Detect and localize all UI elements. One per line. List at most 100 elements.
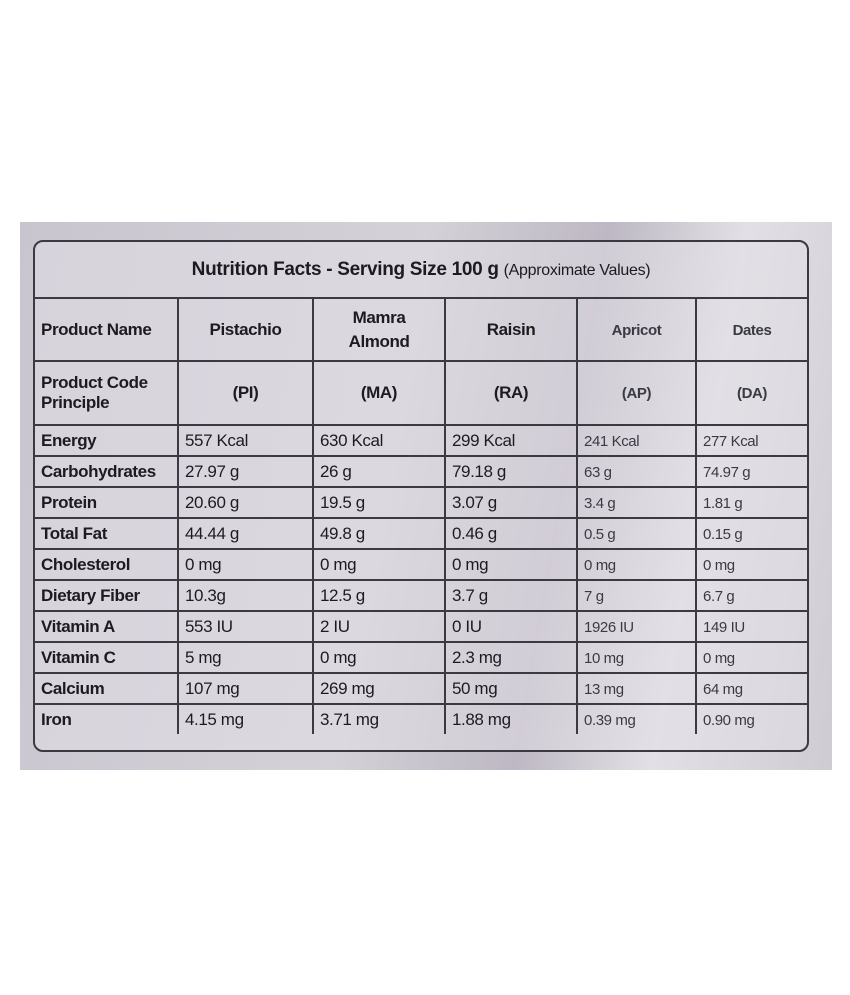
title: Nutrition Facts - Serving Size 100 g <box>191 259 499 280</box>
nutrition-card: Nutrition Facts - Serving Size 100 g (Ap… <box>33 240 809 752</box>
cell-text: 0 mg <box>185 554 222 574</box>
title-note: (Approximate Values) <box>503 262 651 279</box>
cell: 0.39 mg <box>576 703 697 734</box>
cell: 79.18 g <box>444 455 578 488</box>
cell-text: 0.46 g <box>452 523 497 543</box>
table-row: Protein 20.60 g 19.5 g 3.07 g 3.4 g 1.81 g <box>35 486 807 519</box>
cell-text: Cholesterol <box>41 554 131 574</box>
cell: 1.88 mg <box>444 703 578 734</box>
cell: 0.15 g <box>695 517 807 550</box>
cell: 3.71 mg <box>312 703 446 734</box>
title-row: Nutrition Facts - Serving Size 100 g (Ap… <box>35 242 807 299</box>
row-label: Protein <box>35 486 179 519</box>
cell: (DA) <box>695 360 807 426</box>
table-row: Total Fat 44.44 g 49.8 g 0.46 g 0.5 g 0.15 g <box>35 517 807 550</box>
cell-text: Vitamin C <box>41 647 116 667</box>
cell-text: 1.81 g <box>703 494 743 512</box>
cell-text: Calcium <box>41 678 105 698</box>
cell: 13 mg <box>576 672 697 705</box>
cell-text: (AP) <box>621 385 652 402</box>
cell: Raisin <box>444 299 578 362</box>
cell-text: Pistachio <box>209 319 282 339</box>
cell: 6.7 g <box>695 579 807 612</box>
cell: 553 IU <box>177 610 314 643</box>
cell-text: 63 g <box>584 463 612 481</box>
cell-text: (RA) <box>493 383 529 402</box>
cell-text: 0.39 mg <box>584 711 636 729</box>
row-label: Carbohydrates <box>35 455 179 488</box>
cell-text: 64 mg <box>703 680 743 698</box>
cell-text: Total Fat <box>41 523 107 543</box>
cell: 50 mg <box>444 672 578 705</box>
cell: 0 IU <box>444 610 578 643</box>
cell: 63 g <box>576 455 697 488</box>
cell: 10.3g <box>177 579 314 612</box>
row-label: Product Code Principle <box>35 360 179 426</box>
table-row: Energy 557 Kcal 630 Kcal 299 Kcal 241 Kcal 27… <box>35 424 807 457</box>
cell-text: 0 mg <box>320 647 357 667</box>
cell: 20.60 g <box>177 486 314 519</box>
cell-text: Raisin <box>486 319 536 339</box>
row-label: Calcium <box>35 672 179 705</box>
table-row: Carbohydrates 27.97 g 26 g 79.18 g 63 g 74.97… <box>35 455 807 488</box>
cell-text: 10 mg <box>584 649 624 667</box>
cell-text: 277 Kcal <box>703 432 759 450</box>
cell: 269 mg <box>312 672 446 705</box>
cell-text: 7 g <box>584 587 604 605</box>
cell-text: Product Name <box>41 319 152 339</box>
cell: 149 IU <box>695 610 807 643</box>
cell-text: 0.15 g <box>703 525 743 543</box>
cell-text: 0.5 g <box>584 525 616 543</box>
cell-text: 630 Kcal <box>320 430 383 450</box>
cell-text: 44.44 g <box>185 523 239 543</box>
cell: Apricot <box>576 299 697 362</box>
cell-text: 299 Kcal <box>452 430 515 450</box>
cell-text: Iron <box>41 709 72 729</box>
cell: 1.81 g <box>695 486 807 519</box>
cell-text: 3.7 g <box>452 585 488 605</box>
cell: 1926 IU <box>576 610 697 643</box>
cell-text: Protein <box>41 492 97 512</box>
cell-text: 4.15 mg <box>185 709 244 729</box>
row-label: Dietary Fiber <box>35 579 179 612</box>
cell: 64 mg <box>695 672 807 705</box>
row-label: Cholesterol <box>35 548 179 581</box>
cell-text: 0 mg <box>452 554 489 574</box>
cell-text: 10.3g <box>185 585 226 605</box>
cell: 0 mg <box>177 548 314 581</box>
cell: 3.4 g <box>576 486 697 519</box>
cell-text: 0 IU <box>452 616 482 636</box>
cell-text: Vitamin A <box>41 616 115 636</box>
cell-text: 0.90 mg <box>703 711 755 729</box>
row-label: Total Fat <box>35 517 179 550</box>
cell-text: 1.88 mg <box>452 709 511 729</box>
cell: 4.15 mg <box>177 703 314 734</box>
cell-text: Mamra Almond <box>348 307 410 351</box>
cell-text: Apricot <box>611 321 662 339</box>
cell: 630 Kcal <box>312 424 446 457</box>
table-row: Vitamin A 553 IU 2 IU 0 IU 1926 IU 149 IU <box>35 610 807 643</box>
cell-text: 269 mg <box>320 678 375 698</box>
table-row: Product Code Principle (PI) (MA) (RA) (AP) (D… <box>35 360 807 426</box>
cell: 2.3 mg <box>444 641 578 674</box>
table-row: Iron 4.15 mg 3.71 mg 1.88 mg 0.39 mg 0.90 mg <box>35 703 807 734</box>
cell-text: 0 mg <box>703 649 735 667</box>
row-label: Vitamin C <box>35 641 179 674</box>
cell: 0 mg <box>695 548 807 581</box>
cell-text: 0 mg <box>320 554 357 574</box>
cell: 277 Kcal <box>695 424 807 457</box>
cell: 2 IU <box>312 610 446 643</box>
cell-text: Dietary Fiber <box>41 585 140 605</box>
cell-text: 1926 IU <box>584 618 634 636</box>
cell: (MA) <box>312 360 446 426</box>
package-background: Nutrition Facts - Serving Size 100 g (Ap… <box>20 222 832 770</box>
cell-text: 12.5 g <box>320 585 365 605</box>
nutrition-table: Product Name Pistachio Mamra Almond Raisin A… <box>35 299 807 734</box>
row-label: Iron <box>35 703 179 734</box>
cell-text: 3.4 g <box>584 494 616 512</box>
table-row: Calcium 107 mg 269 mg 50 mg 13 mg 64 mg <box>35 672 807 705</box>
cell-text: Energy <box>41 430 97 450</box>
cell: (AP) <box>576 360 697 426</box>
cell-text: 107 mg <box>185 678 240 698</box>
